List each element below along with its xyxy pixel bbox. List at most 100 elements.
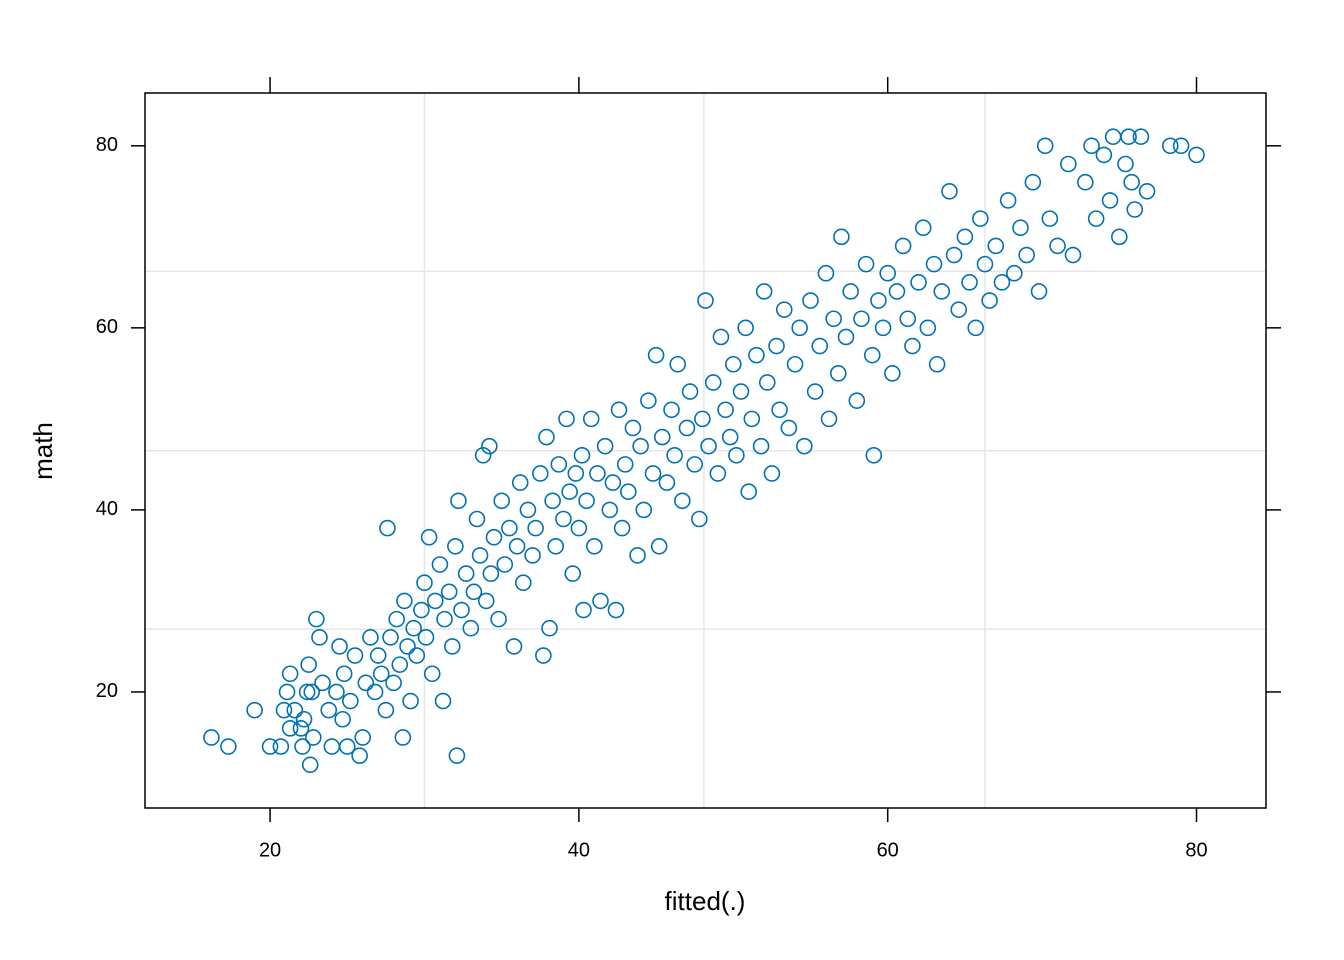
point bbox=[848, 392, 866, 409]
point bbox=[635, 501, 653, 519]
point bbox=[1172, 137, 1190, 155]
point bbox=[806, 383, 824, 400]
point bbox=[976, 255, 994, 273]
point bbox=[246, 701, 263, 719]
point bbox=[894, 237, 912, 255]
point bbox=[474, 446, 492, 464]
point bbox=[346, 647, 364, 664]
point bbox=[485, 528, 503, 546]
point bbox=[613, 519, 631, 537]
point bbox=[632, 437, 649, 455]
x-tick-label: 20 bbox=[259, 839, 281, 861]
point bbox=[1012, 219, 1029, 237]
point bbox=[820, 410, 838, 428]
point bbox=[811, 337, 829, 355]
point bbox=[203, 729, 220, 746]
point bbox=[686, 456, 703, 473]
point bbox=[596, 437, 614, 455]
point bbox=[961, 274, 978, 291]
point bbox=[1006, 264, 1023, 282]
point bbox=[396, 592, 413, 610]
point bbox=[298, 683, 316, 701]
point bbox=[471, 547, 489, 564]
point bbox=[567, 465, 585, 482]
y-axis-label: math bbox=[28, 422, 58, 480]
point bbox=[278, 683, 296, 701]
point bbox=[945, 246, 963, 264]
point bbox=[1049, 237, 1066, 255]
point bbox=[717, 401, 734, 419]
point bbox=[870, 292, 887, 309]
point bbox=[817, 264, 835, 282]
y-tick-label: 40 bbox=[96, 498, 118, 520]
point bbox=[1123, 173, 1140, 191]
point bbox=[972, 210, 989, 227]
point bbox=[434, 692, 452, 710]
point bbox=[362, 629, 379, 646]
point bbox=[462, 619, 480, 637]
point bbox=[904, 337, 921, 355]
point bbox=[743, 410, 761, 428]
point bbox=[879, 264, 897, 282]
y-tick-label: 60 bbox=[96, 316, 118, 338]
point bbox=[399, 638, 416, 655]
x-axis-label: fitted(.) bbox=[665, 886, 746, 916]
point bbox=[666, 446, 683, 464]
point bbox=[281, 720, 299, 737]
point bbox=[829, 365, 847, 382]
point bbox=[405, 619, 422, 637]
points bbox=[203, 128, 1205, 774]
point bbox=[351, 747, 368, 764]
point bbox=[780, 419, 798, 437]
point bbox=[833, 228, 850, 246]
point bbox=[1064, 246, 1082, 264]
point bbox=[933, 283, 951, 300]
point bbox=[457, 565, 475, 582]
point bbox=[678, 419, 696, 437]
point bbox=[647, 346, 665, 364]
point bbox=[496, 556, 514, 573]
point bbox=[740, 483, 758, 500]
point bbox=[335, 665, 353, 683]
point bbox=[629, 547, 646, 564]
point bbox=[295, 710, 313, 728]
point bbox=[436, 610, 453, 628]
point bbox=[825, 310, 842, 328]
point bbox=[382, 629, 399, 646]
point bbox=[837, 328, 855, 346]
point bbox=[619, 483, 637, 500]
point bbox=[493, 492, 510, 510]
point bbox=[691, 510, 708, 528]
x-tick-label: 60 bbox=[877, 839, 899, 861]
point bbox=[385, 674, 402, 692]
point bbox=[558, 410, 575, 428]
point bbox=[624, 419, 642, 437]
point bbox=[447, 538, 464, 555]
point bbox=[865, 446, 883, 464]
grid bbox=[145, 93, 1266, 808]
point bbox=[712, 328, 730, 346]
point bbox=[899, 310, 917, 328]
point bbox=[423, 665, 441, 683]
point bbox=[514, 574, 532, 592]
point bbox=[544, 492, 561, 510]
point bbox=[300, 656, 317, 673]
point bbox=[999, 192, 1017, 209]
point bbox=[408, 647, 426, 664]
point bbox=[501, 519, 518, 537]
point bbox=[842, 283, 859, 300]
point bbox=[1161, 137, 1179, 155]
point bbox=[653, 428, 671, 446]
point bbox=[640, 392, 657, 409]
point bbox=[505, 638, 523, 655]
point bbox=[261, 738, 279, 755]
point bbox=[928, 355, 946, 373]
point bbox=[888, 283, 906, 300]
point bbox=[465, 583, 483, 601]
point bbox=[334, 710, 351, 728]
point bbox=[786, 355, 804, 373]
point bbox=[910, 274, 927, 291]
point bbox=[950, 301, 968, 318]
point bbox=[314, 674, 331, 692]
point bbox=[372, 665, 390, 683]
